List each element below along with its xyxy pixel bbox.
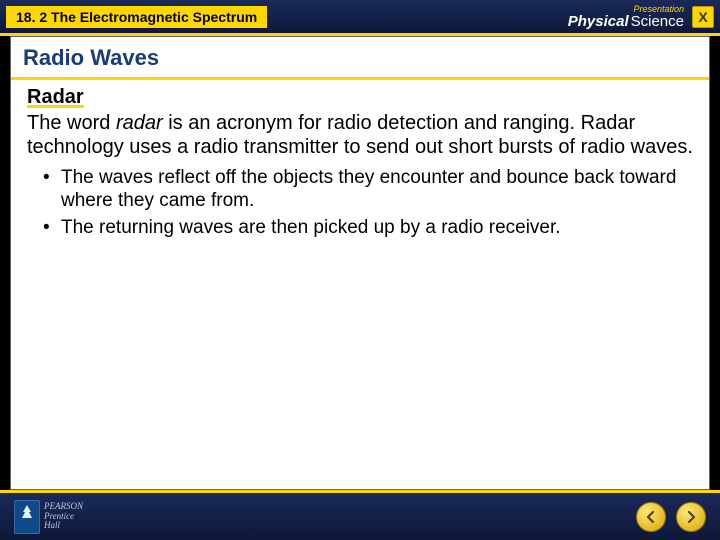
brand-main: Physical Science (568, 14, 684, 29)
prev-button[interactable] (636, 502, 666, 532)
slide-content: Radar The word radar is an acronym for r… (11, 80, 709, 253)
chapter-badge: 18. 2 The Electromagnetic Spectrum (6, 6, 267, 28)
brand-main-2: Science (631, 14, 684, 29)
next-button[interactable] (676, 502, 706, 532)
brand-main-1: Physical (568, 14, 629, 29)
publisher-block: PEARSON Prentice Hall (14, 500, 83, 534)
bullet-list: The waves reflect off the objects they e… (27, 166, 693, 240)
nav-controls (636, 502, 706, 532)
chevron-left-icon (644, 510, 658, 524)
close-icon: X (698, 9, 707, 25)
publisher-logo (14, 500, 40, 534)
subheading: Radar (27, 86, 84, 109)
paragraph-em: radar (116, 112, 163, 134)
chevron-right-icon (684, 510, 698, 524)
paragraph: The word radar is an acronym for radio d… (27, 111, 693, 160)
list-item: The waves reflect off the objects they e… (61, 166, 693, 212)
paragraph-pre: The word (27, 112, 116, 134)
publisher-text: PEARSON Prentice Hall (44, 502, 83, 532)
list-item: The returning waves are then picked up b… (61, 216, 693, 239)
chapter-title: The Electromagnetic Spectrum (51, 9, 257, 25)
close-button[interactable]: X (692, 6, 714, 28)
chapter-ref: 18. 2 (16, 9, 47, 25)
publisher-line3: Hall (44, 521, 83, 531)
bottom-bar: PEARSON Prentice Hall (0, 490, 720, 540)
top-bar-right: Presentation Physical Science X (568, 5, 714, 29)
publisher-tree-icon (19, 504, 35, 520)
top-bar: 18. 2 The Electromagnetic Spectrum Prese… (0, 0, 720, 36)
brand-block: Presentation Physical Science (568, 5, 684, 29)
section-title: Radio Waves (11, 37, 709, 80)
slide-body: Radio Waves Radar The word radar is an a… (10, 36, 710, 490)
